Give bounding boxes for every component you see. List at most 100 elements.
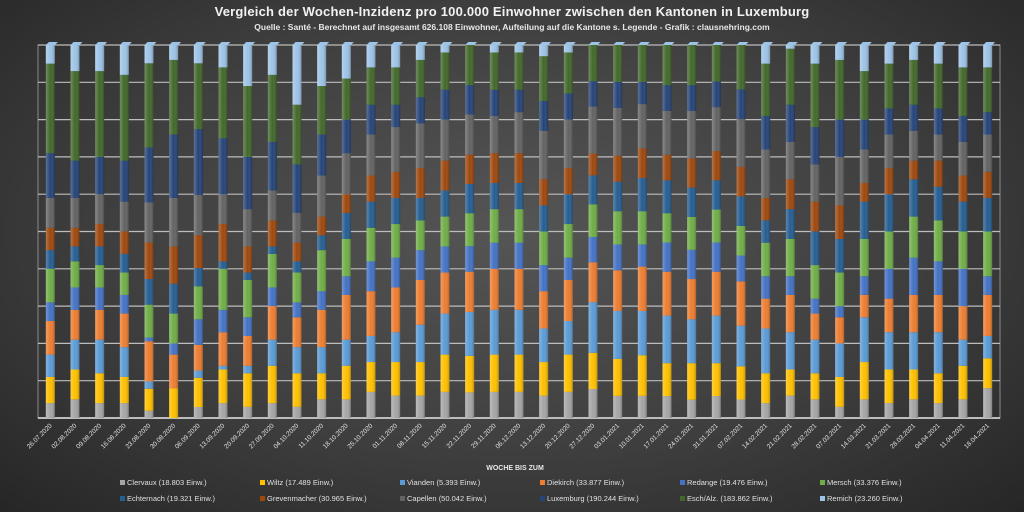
- bar-segment-shading: [662, 154, 672, 181]
- bar-segment-shading: [933, 186, 943, 221]
- bar-segment-shading: [835, 238, 845, 273]
- bar-segment-shading: [810, 201, 820, 232]
- bars: [45, 42, 996, 418]
- bar-segment-shading: [267, 403, 277, 418]
- bar-segment-shading: [859, 183, 869, 202]
- bar-segment-shading: [243, 45, 253, 87]
- bar-segment-shading: [218, 261, 228, 269]
- bar-stack: [983, 42, 996, 418]
- bar-stack: [884, 42, 897, 418]
- bar-segment-shading: [835, 45, 845, 60]
- bar-segment-shading: [119, 253, 129, 273]
- bar-segment-shading: [687, 399, 697, 418]
- bar-top-cap: [933, 42, 946, 45]
- bar-segment-shading: [933, 294, 943, 333]
- bar-top-cap: [243, 42, 256, 45]
- bar-segment-shading: [317, 291, 327, 310]
- bar-segment-shading: [243, 317, 253, 336]
- bar-segment-shading: [292, 272, 302, 303]
- legend-entry: Echternach (19.321 Einw.): [120, 494, 215, 503]
- legend-label: Echternach (19.321 Einw.): [127, 494, 215, 503]
- bar-segment-shading: [687, 110, 697, 159]
- bar-top-cap: [662, 42, 675, 45]
- bar-segment-shading: [736, 89, 746, 119]
- bar-stack: [95, 42, 108, 418]
- legend-entry: Grevenmacher (30.965 Einw.): [260, 494, 367, 503]
- bar-segment-shading: [70, 399, 80, 418]
- bar-segment-shading: [317, 347, 327, 374]
- bar-segment-shading: [785, 48, 795, 105]
- bar-segment-shading: [613, 395, 623, 418]
- bar-segment-shading: [933, 63, 943, 109]
- bar-segment-shading: [45, 302, 55, 322]
- bar-segment-shading: [415, 250, 425, 280]
- bar-segment-shading: [317, 250, 327, 292]
- bar-segment-shading: [366, 67, 376, 105]
- bar-segment-shading: [119, 201, 129, 232]
- bar-segment-shading: [884, 268, 894, 299]
- bar-segment-shading: [637, 81, 647, 105]
- bar-segment-shading: [465, 392, 475, 418]
- bar-stack: [613, 42, 626, 418]
- legend-swatch: [540, 496, 545, 501]
- bar-top-cap: [637, 42, 650, 45]
- bar-segment-shading: [785, 395, 795, 418]
- bar-segment-shading: [317, 399, 327, 418]
- bar-segment-shading: [563, 119, 573, 169]
- bar-segment-shading: [933, 108, 943, 135]
- bar-segment-shading: [563, 52, 573, 94]
- bar-segment-shading: [169, 313, 179, 344]
- bar-segment-shading: [687, 85, 697, 111]
- bar-segment-shading: [366, 291, 376, 336]
- bar-segment-shading: [341, 153, 351, 195]
- bar-stack: [292, 42, 305, 418]
- bar-segment-shading: [440, 216, 450, 247]
- bar-segment-shading: [95, 339, 105, 374]
- bar-segment-shading: [761, 197, 771, 221]
- bar-segment-shading: [687, 187, 697, 217]
- bar-segment-shading: [415, 220, 425, 251]
- bar-segment-shading: [45, 268, 55, 303]
- bar-segment-shading: [563, 354, 573, 392]
- bar-segment-shading: [884, 403, 894, 418]
- bar-segment-shading: [785, 104, 795, 142]
- bar-segment-shading: [810, 339, 820, 374]
- bar-segment-shading: [292, 242, 302, 262]
- bar-segment-shading: [859, 238, 869, 277]
- bar-segment-shading: [465, 213, 475, 247]
- chart-title: Vergleich der Wochen-Inzidenz pro 100.00…: [214, 4, 810, 19]
- bar-top-cap: [563, 42, 576, 45]
- bar-segment-shading: [391, 395, 401, 418]
- bar-segment-shading: [539, 130, 549, 180]
- bar-segment-shading: [341, 45, 351, 79]
- bar-stack: [958, 42, 971, 418]
- legend-swatch: [400, 496, 405, 501]
- bar-segment-shading: [119, 376, 129, 404]
- bar-segment-shading: [909, 369, 919, 400]
- bar-segment-shading: [761, 63, 771, 116]
- bar-segment-shading: [687, 45, 697, 86]
- bar-segment-shading: [761, 328, 771, 374]
- bar-segment-shading: [933, 220, 943, 262]
- bar-segment-shading: [588, 302, 598, 353]
- bar-segment-shading: [810, 313, 820, 340]
- bar-segment-shading: [366, 227, 376, 262]
- bar-segment-shading: [366, 45, 376, 68]
- legend-entry: Vianden (5.393 Einw.): [400, 478, 480, 487]
- bar-segment-shading: [884, 168, 894, 195]
- bar-segment-shading: [243, 209, 253, 247]
- bar-segment-shading: [884, 194, 894, 232]
- x-tick-label: 08.11.2020: [396, 422, 424, 450]
- bar-segment-shading: [193, 129, 203, 195]
- bar-segment-shading: [95, 265, 105, 288]
- legend-swatch: [680, 496, 685, 501]
- bar-segment-shading: [835, 406, 845, 418]
- bar-segment-shading: [711, 242, 721, 272]
- bar-segment-shading: [884, 108, 894, 135]
- bar-segment-shading: [613, 107, 623, 156]
- bar-segment-shading: [810, 399, 820, 418]
- bar-segment-shading: [218, 67, 228, 139]
- bar-segment-shading: [45, 403, 55, 418]
- bar-segment-shading: [736, 325, 746, 367]
- bar-top-cap: [588, 42, 601, 45]
